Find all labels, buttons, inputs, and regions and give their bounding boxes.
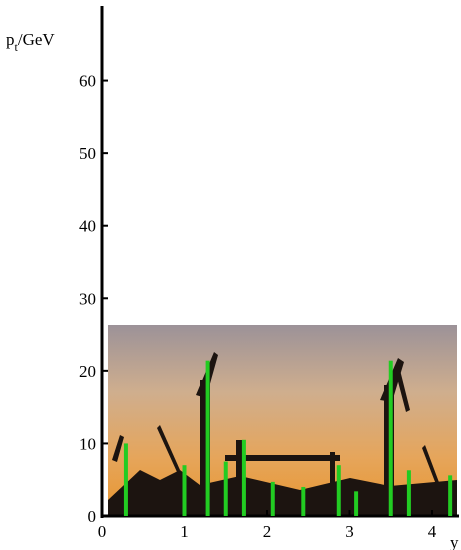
chart: pt/GeV y 0 10 20 30 40 50 60 0 1 2 3 4 bbox=[0, 0, 461, 550]
bar bbox=[389, 361, 393, 516]
y-label-rest: /GeV bbox=[18, 30, 56, 49]
bar bbox=[124, 443, 128, 516]
x-tick-label: 3 bbox=[345, 522, 354, 541]
y-axis-label: pt/GeV bbox=[6, 30, 55, 54]
bar bbox=[301, 487, 305, 516]
y-tick-label: 30 bbox=[79, 289, 96, 308]
bar bbox=[407, 470, 411, 516]
y-tick-label: 20 bbox=[79, 362, 96, 381]
x-tick-label: 1 bbox=[180, 522, 189, 541]
bar bbox=[183, 465, 187, 516]
bar bbox=[337, 465, 341, 516]
y-tick-label: 0 bbox=[88, 507, 97, 526]
x-tick-label: 0 bbox=[98, 522, 107, 541]
x-tick-label: 4 bbox=[428, 522, 437, 541]
y-tick-label: 60 bbox=[79, 72, 96, 91]
bar bbox=[448, 475, 452, 516]
bar bbox=[271, 482, 275, 516]
bar bbox=[354, 491, 358, 516]
page: {"chart_data": {"type": "bar", "ylabel":… bbox=[0, 0, 461, 550]
x-tick-label: 2 bbox=[263, 522, 272, 541]
y-tick-label: 50 bbox=[79, 144, 96, 163]
bar bbox=[224, 462, 228, 516]
y-label-base: p bbox=[6, 30, 15, 49]
background-photo bbox=[108, 325, 457, 516]
bar bbox=[242, 440, 246, 516]
bar bbox=[206, 361, 210, 516]
y-tick-label: 40 bbox=[79, 217, 96, 236]
y-tick-label: 10 bbox=[79, 434, 96, 453]
x-axis-label: y bbox=[450, 533, 459, 550]
